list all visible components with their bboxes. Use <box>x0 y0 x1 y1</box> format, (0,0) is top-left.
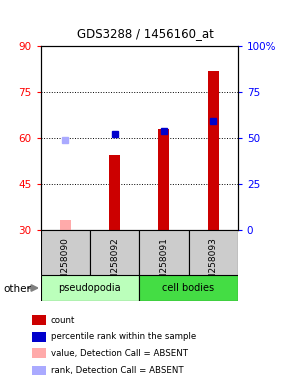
Text: GSM258093: GSM258093 <box>209 237 218 292</box>
Bar <box>32 315 46 325</box>
Text: GSM258091: GSM258091 <box>159 237 168 292</box>
Text: other: other <box>3 284 31 294</box>
Bar <box>41 275 139 301</box>
Text: count: count <box>51 316 75 325</box>
Text: GDS3288 / 1456160_at: GDS3288 / 1456160_at <box>77 27 213 40</box>
Bar <box>32 366 46 375</box>
Bar <box>188 230 238 275</box>
Bar <box>109 155 120 230</box>
Bar <box>208 71 219 230</box>
Bar <box>32 332 46 342</box>
Bar <box>60 220 71 230</box>
Text: GSM258092: GSM258092 <box>110 237 119 292</box>
Text: GSM258090: GSM258090 <box>61 237 70 292</box>
Bar <box>90 230 139 275</box>
Text: value, Detection Call = ABSENT: value, Detection Call = ABSENT <box>51 349 188 358</box>
Text: cell bodies: cell bodies <box>162 283 215 293</box>
Text: pseudopodia: pseudopodia <box>59 283 121 293</box>
Text: percentile rank within the sample: percentile rank within the sample <box>51 332 196 341</box>
Text: rank, Detection Call = ABSENT: rank, Detection Call = ABSENT <box>51 366 183 375</box>
Bar <box>158 129 169 230</box>
Bar <box>41 230 90 275</box>
Bar <box>139 230 188 275</box>
Bar <box>32 348 46 358</box>
Bar <box>139 275 238 301</box>
